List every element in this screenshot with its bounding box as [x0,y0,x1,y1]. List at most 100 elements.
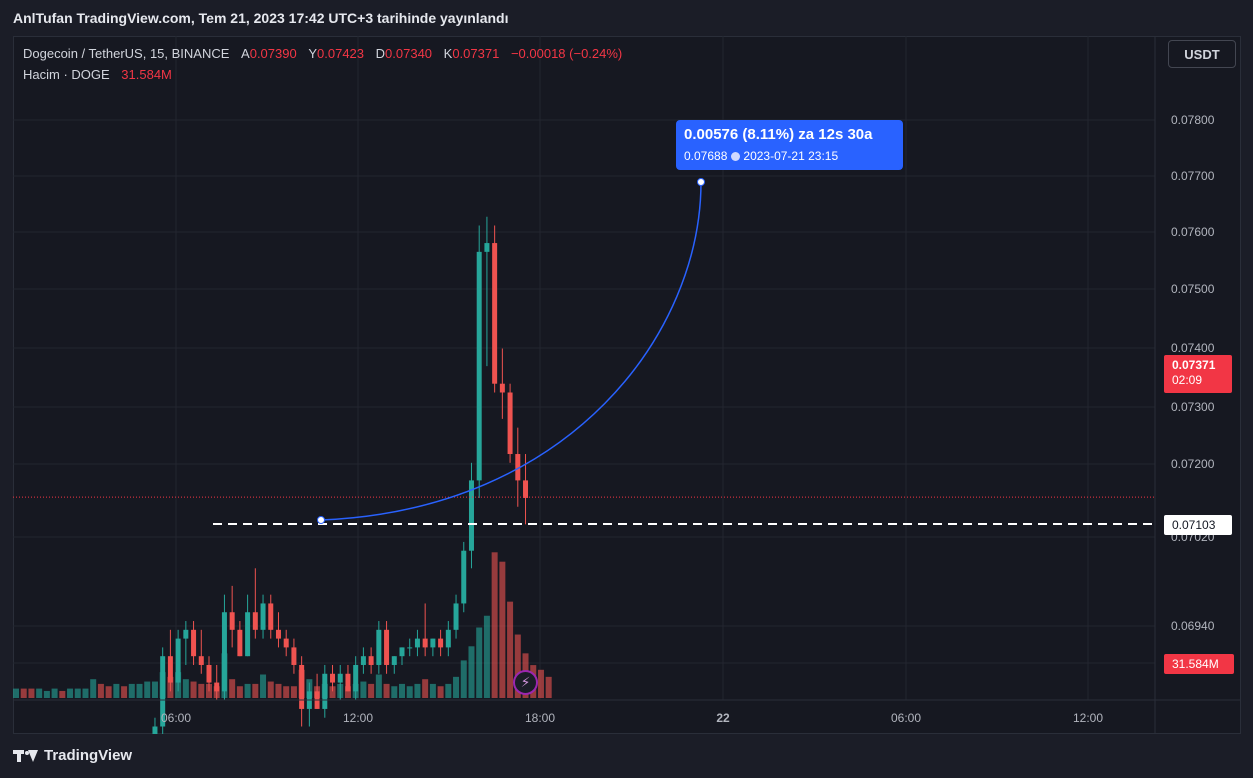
volume-bar [82,688,89,698]
volume-bar [144,681,151,698]
currency-button[interactable]: USDT [1168,40,1236,68]
volume-bar [383,683,390,698]
tradingview-logo-icon [13,749,38,763]
candle-body [376,629,382,665]
volume-bar [406,686,413,698]
candle-body [229,612,235,630]
price-chart[interactable]: 0.078000.077000.076000.075000.074000.073… [13,36,1241,734]
low-value: 0.07340 [385,46,433,61]
measure-detail: 0.07688 2023-07-21 23:15 [684,149,838,163]
candle-body [384,629,390,665]
price-tick-label: 0.07800 [1171,113,1215,127]
volume-bar [476,627,483,698]
measure-end-handle[interactable] [697,178,705,186]
candle-body [407,647,413,649]
time-tick-label: 12:00 [343,711,373,725]
measure-price: 0.07688 [684,149,728,163]
candle-body [283,638,289,648]
tradingview-logo[interactable]: TradingView [13,747,132,764]
measure-label[interactable]: 0.00576 (8.11%) za 12s 30a 0.07688 2023-0… [676,120,903,170]
price-tick-label: 0.07200 [1171,457,1215,471]
high-value: 0.07423 [317,46,365,61]
volume-bar [252,683,259,698]
volume-bar [344,686,351,698]
candle-body [391,656,397,665]
high-key: Y [308,46,318,61]
price-tick-label: 0.06940 [1171,619,1215,633]
volume-bar [399,683,405,698]
candle-body [237,629,243,657]
candle-body [515,454,521,481]
volume-bar [67,688,74,698]
volume-legend-value: 31.584M [121,67,172,82]
candles [152,216,529,734]
volume-bar [260,674,267,698]
candle-body [260,603,266,630]
volume-bar [329,686,336,698]
volume-bar [483,615,490,698]
publication-caption: AnlTufan TradingView.com, Tem 21, 2023 1… [13,10,509,26]
price-tick-label: 0.07700 [1171,169,1215,183]
candle-body [430,638,436,648]
volume-bar [36,688,43,698]
volume-bar [275,683,282,698]
brand-name: TradingView [44,747,133,764]
candle-body [191,629,197,657]
candle-body [499,383,505,393]
volume-bar [422,679,429,698]
volume-bar [236,686,243,698]
measure-datetime: 2023-07-21 23:15 [743,149,839,163]
symbol-title[interactable]: Dogecoin / TetherUS, 15, BINANCE [23,46,230,61]
volume-bar [105,686,112,698]
volume-bar [545,676,552,698]
volume-bar [429,683,436,698]
candle-body [368,656,374,665]
volume-bar [437,686,444,698]
candle-body [353,664,359,692]
lightning-icon[interactable]: ⚡ [513,670,538,695]
volume-bar [136,683,143,698]
measure-arc[interactable] [320,181,702,521]
candle-body [414,638,420,648]
volume-bar [507,601,514,698]
time-tick-label: 22 [716,711,730,725]
candle-body [322,673,328,709]
candle-body [468,480,474,551]
candle-body [438,638,444,648]
level-price-tag: 0.07103 [1164,515,1232,535]
candle-body [291,647,297,665]
candle-body [268,603,274,630]
candle-body [299,664,305,709]
volume-bar [190,681,197,698]
low-key: D [375,46,386,61]
price-tick-label: 0.07600 [1171,225,1215,239]
candle-body [360,656,366,665]
last-price-value: 0.07371 [1172,358,1216,372]
candle-body [167,656,173,683]
candle-body [175,638,181,683]
candle-body [461,550,467,604]
volume-label[interactable]: Hacim · DOGE [23,67,110,82]
candle-body [523,480,529,498]
candle-body [152,726,158,734]
candle-body [492,243,498,384]
measure-start-handle[interactable] [317,516,325,524]
volume-bar [182,679,189,698]
candle-body [507,392,513,455]
candle-body [445,629,451,648]
chart-panel[interactable] [13,36,1241,734]
last-price-tag: 0.07371 02:09 [1164,355,1232,393]
candle-body [275,629,281,639]
time-tick-label: 12:00 [1073,711,1103,725]
volume-bar [537,669,544,698]
open-value: 0.07390 [249,46,297,61]
candle-body [337,673,343,683]
legend-ohlc: Dogecoin / TetherUS, 15, BINANCE A0.0739… [23,46,622,61]
volume-bar [414,683,421,698]
candle-body [221,612,227,692]
volume-bar [51,688,58,698]
candle-body [330,673,336,683]
time-tick-label: 06:00 [891,711,921,725]
bar-countdown: 02:09 [1172,373,1203,387]
volume-bar [43,690,50,698]
